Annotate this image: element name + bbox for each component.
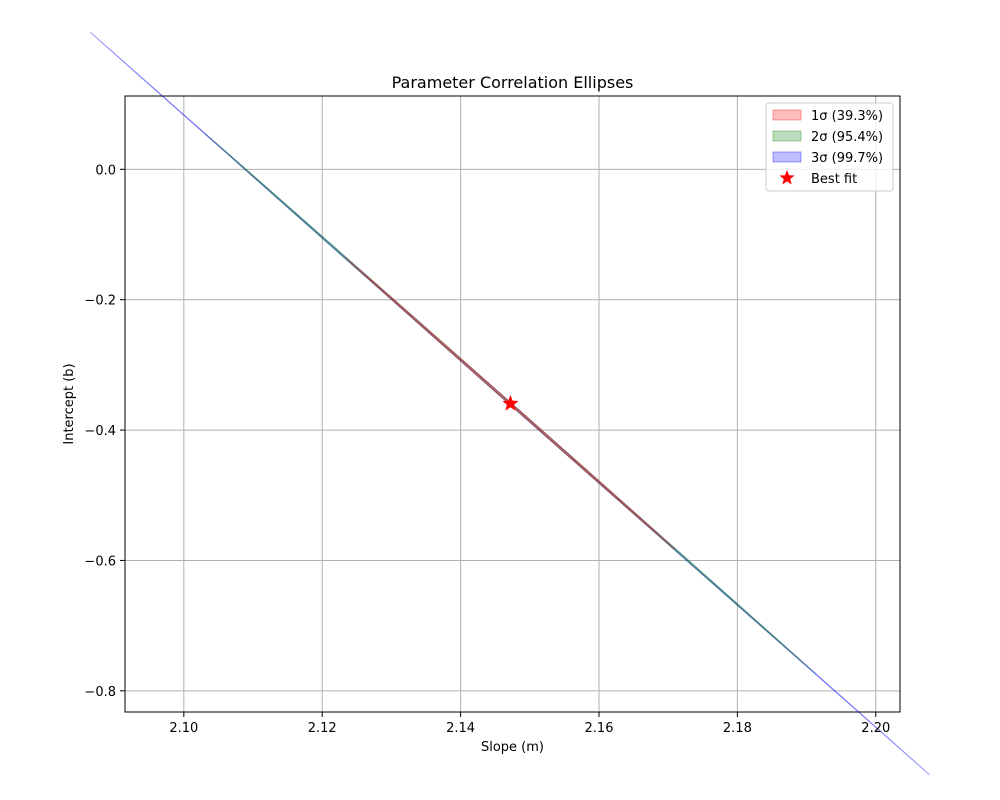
y-axis-title: Intercept (b) — [62, 363, 77, 444]
x-tick-label: 2.16 — [585, 721, 614, 736]
y-tick-label: −0.8 — [84, 685, 116, 700]
legend-swatch — [772, 151, 802, 163]
plot-frame — [124, 95, 901, 713]
legend-label: 3σ (99.7%) — [811, 151, 883, 166]
x-tick-label: 2.12 — [308, 721, 337, 736]
legend-box — [765, 102, 894, 192]
y-tick-label: −0.6 — [84, 554, 116, 569]
x-axis-ticks: 2.10 2.12 2.14 2.16 2.18 2.20 — [169, 712, 890, 736]
legend-swatch — [772, 109, 802, 121]
grid-lines — [125, 96, 900, 712]
best-fit-layer — [502, 394, 519, 411]
legend-label: 1σ (39.3%) — [811, 109, 883, 124]
y-tick-label: −0.4 — [84, 424, 116, 439]
x-tick-label: 2.20 — [861, 721, 890, 736]
legend-label: 2σ (95.4%) — [811, 130, 883, 145]
legend-label: Best fit — [811, 172, 857, 187]
chart-title: Parameter Correlation Ellipses — [392, 73, 634, 92]
legend-star-icon — [779, 170, 795, 185]
best-fit-marker — [502, 394, 519, 411]
x-axis-title: Slope (m) — [481, 740, 544, 755]
x-tick-label: 2.14 — [446, 721, 475, 736]
x-tick-label: 2.18 — [723, 721, 752, 736]
x-tick-label: 2.10 — [169, 721, 198, 736]
y-axis-ticks: 0.0 −0.2 −0.4 −0.6 −0.8 — [84, 163, 125, 700]
y-tick-label: −0.2 — [84, 294, 116, 309]
legend: 1σ (39.3%) 2σ (95.4%) 3σ (99.7%) Best fit — [765, 102, 894, 192]
y-tick-label: 0.0 — [95, 163, 116, 178]
legend-swatch — [772, 130, 802, 142]
